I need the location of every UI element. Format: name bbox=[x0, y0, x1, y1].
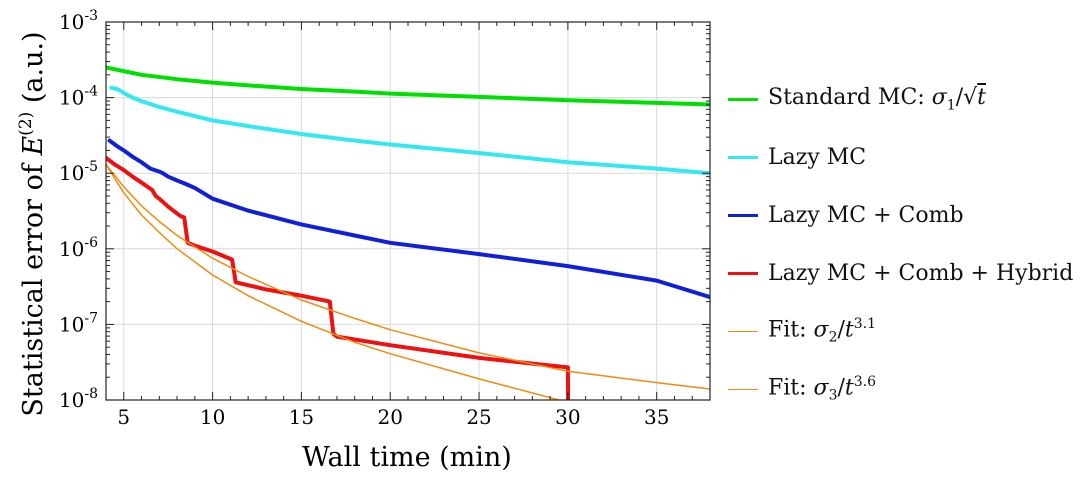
legend-label: Standard MC: σ1/√t bbox=[768, 84, 986, 114]
x-tick-label: 35 bbox=[644, 405, 669, 429]
x-tick-label: 10 bbox=[200, 405, 225, 429]
legend-item: Fit: σ2/t3.1 bbox=[728, 302, 1086, 360]
x-tick-label: 15 bbox=[289, 405, 314, 429]
x-axis-label: Wall time (min) bbox=[302, 442, 512, 473]
series-line-5 bbox=[106, 163, 710, 390]
x-tick-label: 20 bbox=[378, 405, 403, 429]
series-line-6 bbox=[106, 163, 560, 400]
y-tick-label: 10-8 bbox=[59, 386, 98, 412]
x-tick-label: 30 bbox=[555, 405, 580, 429]
legend-label: Lazy MC + Comb + Hybrid bbox=[768, 260, 1074, 286]
legend-label: Lazy MC + Comb bbox=[768, 202, 964, 228]
plot-frame bbox=[105, 21, 711, 401]
y-tick-label: 10-4 bbox=[59, 84, 98, 110]
legend-label: Lazy MC bbox=[768, 144, 867, 170]
legend-item: Fit: σ3/t3.6 bbox=[728, 360, 1086, 418]
x-tick-label: 5 bbox=[117, 405, 130, 429]
legend-swatch bbox=[728, 388, 758, 390]
legend-swatch bbox=[728, 97, 758, 101]
y-tick-label: 10-6 bbox=[59, 235, 98, 261]
legend-swatch bbox=[728, 271, 758, 275]
y-tick-label: 10-5 bbox=[59, 159, 98, 185]
y-axis-label: Statistical error of E(2) (a.u.) bbox=[16, 31, 49, 416]
legend-swatch bbox=[728, 155, 758, 159]
x-tick-label: 25 bbox=[466, 405, 491, 429]
series-line-2 bbox=[109, 85, 710, 176]
plot-series bbox=[106, 65, 710, 400]
series-line-4 bbox=[106, 155, 571, 400]
legend-item: Standard MC: σ1/√t bbox=[728, 70, 1086, 128]
legend-item: Lazy MC + Comb + Hybrid bbox=[728, 244, 1086, 302]
legend-item: Lazy MC + Comb bbox=[728, 186, 1086, 244]
y-tick-label: 10-3 bbox=[59, 8, 98, 34]
series-line-1 bbox=[106, 65, 710, 107]
series-line-3 bbox=[107, 138, 710, 300]
axis-ticks: 5 10 15 20 25 30 35 10-8 10-7 10-6 10-5 10-4 10-3 bbox=[59, 8, 711, 429]
svg-text:Statistical error of E(2) (a.u: Statistical error of E(2) (a.u.) bbox=[16, 31, 49, 416]
legend-item: Lazy MC bbox=[728, 128, 1086, 186]
chart: 5 10 15 20 25 30 35 10-8 10-7 10-6 10-5 10-4 10-3 Wa… bbox=[16, 8, 711, 473]
legend-swatch bbox=[728, 213, 758, 217]
y-tick-label: 10-7 bbox=[59, 310, 98, 336]
legend-label: Fit: σ2/t3.1 bbox=[768, 316, 877, 346]
legend: Standard MC: σ1/√t Lazy MC Lazy MC + Comb L… bbox=[728, 70, 1086, 418]
grid bbox=[106, 22, 710, 400]
legend-label: Fit: σ3/t3.6 bbox=[768, 374, 877, 404]
legend-swatch bbox=[728, 330, 758, 332]
